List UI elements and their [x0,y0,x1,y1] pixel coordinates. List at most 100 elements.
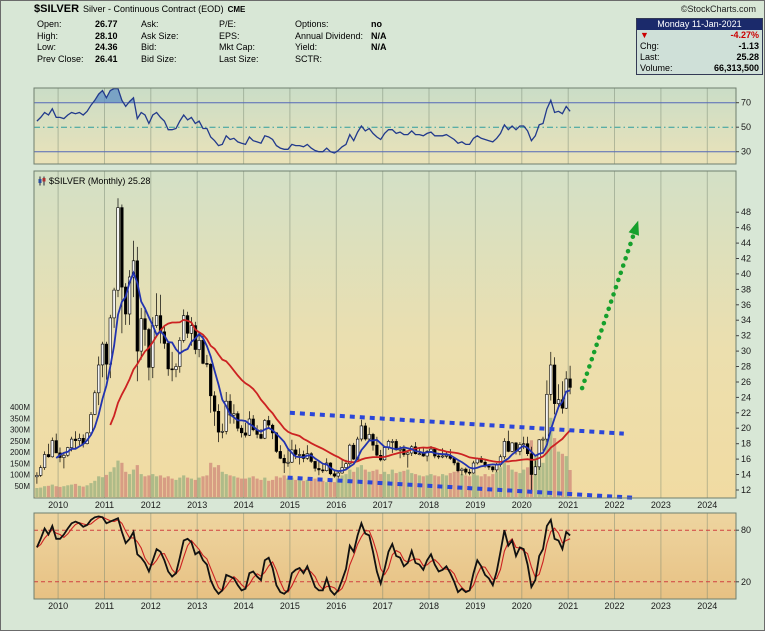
moving-averages [55,270,571,473]
svg-text:50: 50 [741,122,751,132]
quote-field-label: P/E: [219,19,237,29]
svg-text:2011: 2011 [95,601,114,611]
svg-text:24: 24 [741,392,751,402]
quote-field-value: no [371,19,382,29]
svg-text:2011: 2011 [95,500,114,510]
quote-field-label: Low: [37,42,57,52]
svg-text:150M: 150M [10,459,30,468]
svg-text:14: 14 [741,470,751,480]
svg-text:80: 80 [741,525,751,535]
svg-text:50M: 50M [14,482,30,491]
svg-text:34: 34 [741,315,751,325]
change-row: ▼ -4.27% [637,30,762,41]
quote-field: Mkt Cap: [219,42,295,54]
quote-column-4: Options: no Annual Dividend: N/A Yield: N/A SC… [295,19,455,65]
chart-header: $SILVER Silver - Continuous Contract (EO… [34,3,756,15]
svg-text:2013: 2013 [187,601,207,611]
svg-text:2019: 2019 [465,500,485,510]
svg-text:26: 26 [741,377,751,387]
svg-text:2023: 2023 [651,601,671,611]
svg-text:16: 16 [741,454,751,464]
svg-text:2018: 2018 [419,500,439,510]
svg-text:30: 30 [741,346,751,356]
svg-text:46: 46 [741,223,751,233]
exchange: CME [227,5,246,14]
quote-column-2: Ask: Ask Size: Bid: Bid Size: [141,19,219,65]
annotations [287,220,639,500]
svg-text:2024: 2024 [697,601,717,611]
chg-value: -1.13 [738,41,759,51]
svg-text:2016: 2016 [326,500,346,510]
quote-field-label: Last Size: [219,53,259,64]
fast-ma-line [55,270,571,473]
quote-field: Open: 26.77 [37,19,141,31]
projection-arrow [579,226,638,391]
quote-field-label: Yield: [295,42,318,52]
quote-field: Ask Size: [141,31,219,43]
quote-field-value: N/A [371,30,387,41]
quote-field-label: Open: [37,19,62,29]
quote-field-label: Bid: [141,42,157,52]
svg-text:32: 32 [741,331,751,341]
svg-text:12: 12 [741,485,751,495]
svg-text:22: 22 [741,408,751,418]
svg-text:30: 30 [741,147,751,157]
quote-field: Last Size: [219,54,295,66]
quote-column-1: Open: 26.77 High: 28.10 Low: 24.36 Prev Close:… [37,19,141,65]
svg-text:2012: 2012 [141,500,161,510]
quote-field-label: Prev Close: [37,53,84,64]
symbol: $SILVER [34,3,80,15]
svg-text:2020: 2020 [512,601,532,611]
copyright: ©StockCharts.com [680,4,756,14]
svg-text:20: 20 [741,423,751,433]
volume-label: Volume: [640,63,673,73]
main-chart-label-text: $SILVER (Monthly) 25.28 [49,176,151,186]
arrow-head [628,220,639,236]
svg-text:2021: 2021 [558,500,578,510]
quote-field-value: N/A [371,42,387,52]
quote-date: Monday 11-Jan-2021 [637,19,762,30]
quote-field-label: Ask: [141,19,159,29]
svg-text:2024: 2024 [697,500,717,510]
quote-field: High: 28.10 [37,31,141,43]
svg-text:2014: 2014 [234,601,254,611]
axis-labels: 1214161820222426283032343638404244464870… [10,98,751,611]
main-chart-label: $SILVER (Monthly) 25.28 [38,176,150,186]
svg-text:2018: 2018 [419,601,439,611]
svg-text:18: 18 [741,439,751,449]
quote-field-label: Annual Dividend: [295,30,364,41]
change-percent: -4.27% [730,30,759,40]
stoch-panel [34,515,736,597]
quote-field-value: 26.41 [95,53,118,64]
chart-title: Silver - Continuous Contract (EOD) [83,4,224,14]
svg-text:250M: 250M [10,437,30,446]
quote-field-value: 28.10 [95,30,118,41]
svg-text:2015: 2015 [280,601,300,611]
volume-value: 66,313,500 [713,63,759,73]
svg-text:2010: 2010 [48,500,68,510]
quote-field: EPS: [219,31,295,43]
last-label: Last: [640,52,660,62]
svg-text:48: 48 [741,207,751,217]
quote-field: Bid Size: [141,54,219,66]
svg-text:44: 44 [741,238,751,248]
last-row: Last: 25.28 [637,52,762,63]
svg-text:2022: 2022 [604,601,624,611]
quote-field: P/E: [219,19,295,31]
svg-text:2023: 2023 [651,500,671,510]
svg-text:2019: 2019 [465,601,485,611]
svg-text:2016: 2016 [326,601,346,611]
svg-text:40: 40 [741,269,751,279]
svg-text:2020: 2020 [512,500,532,510]
quote-field: Prev Close: 26.41 [37,54,141,66]
quote-field-label: Mkt Cap: [219,42,256,52]
svg-text:2010: 2010 [48,601,68,611]
svg-text:38: 38 [741,284,751,294]
sharpchart-icon [38,176,46,186]
quote-field-value: 26.77 [95,19,118,29]
svg-text:28: 28 [741,362,751,372]
svg-text:2022: 2022 [604,500,624,510]
quote-field-label: Ask Size: [141,30,179,41]
svg-text:2014: 2014 [234,500,254,510]
